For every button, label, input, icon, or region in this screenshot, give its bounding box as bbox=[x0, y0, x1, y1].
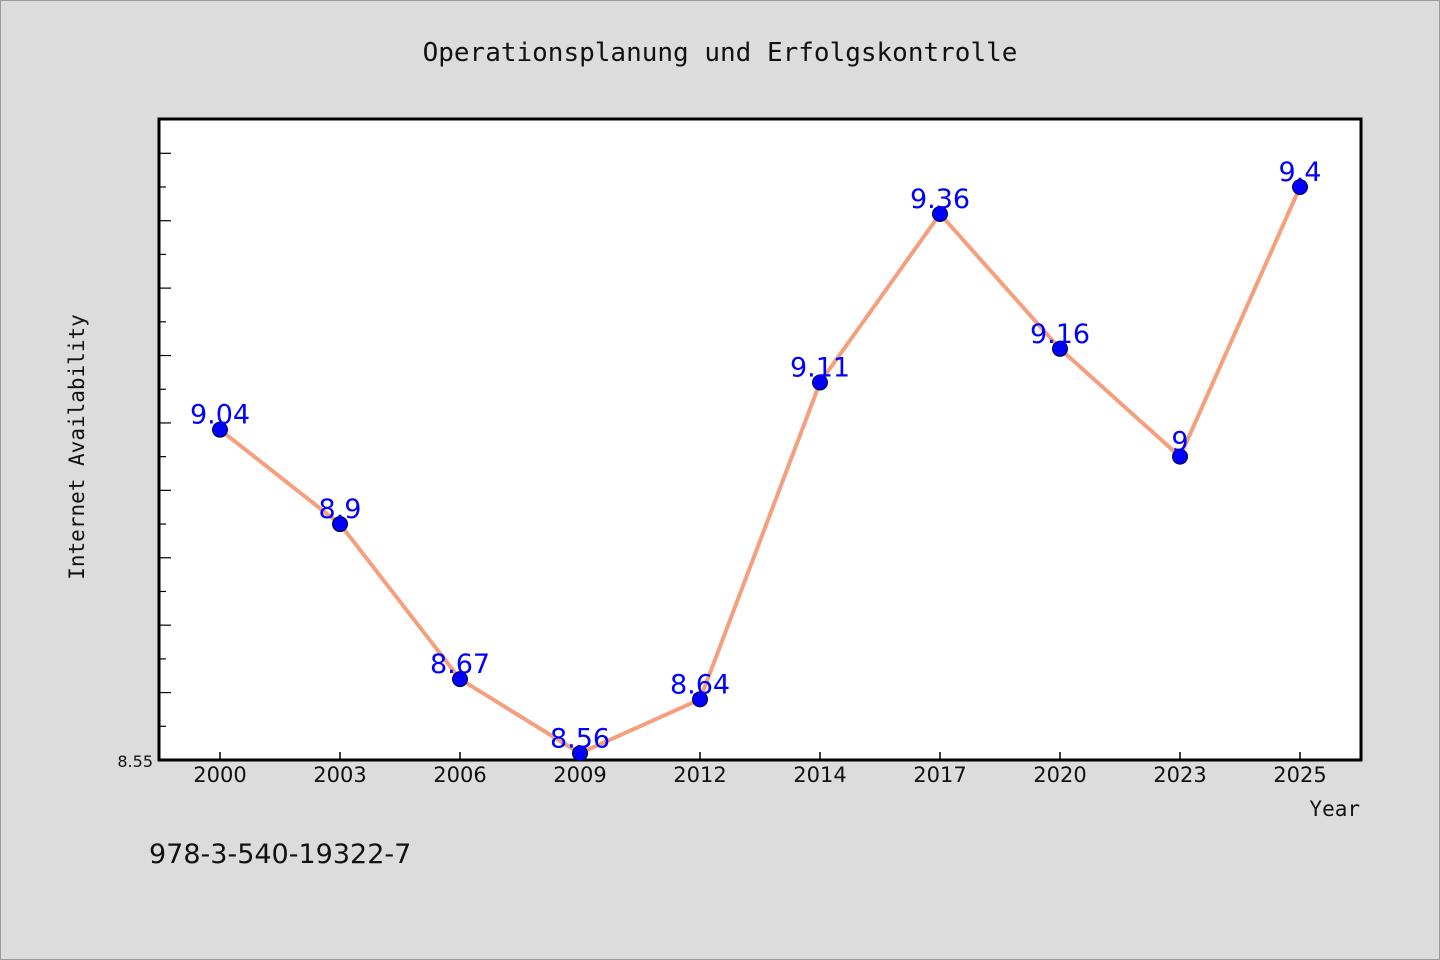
x-tick-labels: 2000 2003 2006 2009 2012 2014 2017 2020 2023 2025 bbox=[193, 763, 1326, 787]
data-label: 8.64 bbox=[670, 669, 730, 700]
x-tick-label: 2009 bbox=[553, 763, 606, 787]
data-label: 9.04 bbox=[190, 400, 250, 431]
x-tick-label: 2020 bbox=[1033, 763, 1086, 787]
x-tick-label: 2023 bbox=[1153, 763, 1206, 787]
y-tick-label-min: 8.55 bbox=[117, 752, 153, 771]
data-point bbox=[1052, 340, 1068, 357]
y-axis-label: Internet Availability bbox=[65, 314, 89, 580]
x-axis-label: Year bbox=[1309, 797, 1360, 821]
x-tick-label: 2000 bbox=[193, 763, 246, 787]
data-point bbox=[332, 516, 348, 533]
x-tick-label: 2006 bbox=[433, 763, 486, 787]
series-group: 9.04 8.9 8.67 8.56 8.64 9.11 9.36 9.16 9 9.4 bbox=[190, 157, 1322, 762]
x-tick-label: 2025 bbox=[1273, 763, 1326, 787]
data-label: 9 bbox=[1171, 427, 1188, 458]
footer-isbn: 978-3-540-19322-7 bbox=[149, 839, 411, 870]
x-tick-label: 2014 bbox=[793, 763, 846, 787]
y-axis-ticks bbox=[159, 118, 171, 761]
data-label: 8.56 bbox=[550, 723, 610, 754]
chart-title: Operationsplanung und Erfolgskontrolle bbox=[423, 38, 1018, 68]
data-label: 9.16 bbox=[1030, 319, 1090, 350]
x-tick-label: 2017 bbox=[913, 763, 966, 787]
x-tick-label: 2012 bbox=[673, 763, 726, 787]
data-point bbox=[812, 374, 828, 391]
data-label: 8.9 bbox=[319, 494, 362, 525]
series-line bbox=[218, 186, 1302, 756]
data-point bbox=[212, 421, 228, 438]
data-label: 9.4 bbox=[1279, 157, 1322, 188]
data-point bbox=[932, 205, 948, 222]
data-point bbox=[692, 691, 708, 708]
data-label: 8.67 bbox=[430, 649, 490, 680]
data-point bbox=[1292, 179, 1308, 195]
data-label: 9.36 bbox=[910, 184, 970, 215]
data-label: 9.11 bbox=[790, 352, 850, 383]
data-point bbox=[1172, 448, 1188, 465]
data-point bbox=[452, 671, 468, 688]
x-tick-label: 2003 bbox=[313, 763, 366, 787]
data-point bbox=[572, 745, 588, 762]
